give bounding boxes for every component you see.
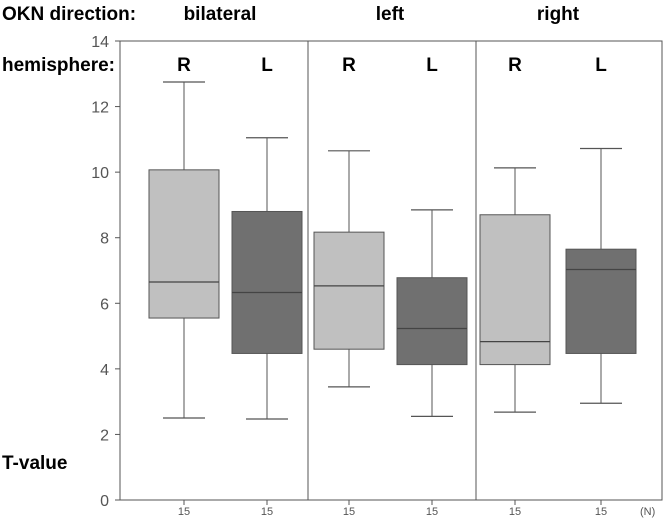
y-tick-label: 10 — [91, 165, 109, 182]
plot-frame — [119, 40, 663, 501]
box-right-R — [479, 167, 551, 413]
iqr-box — [565, 248, 637, 354]
n-count-label: 15 — [426, 506, 438, 518]
n-count-label: 15 — [595, 506, 607, 518]
hemisphere-label-R: R — [342, 55, 356, 76]
n-axis-label: (N) — [640, 506, 655, 518]
n-count-label: 15 — [178, 506, 190, 518]
direction-label-bilateral: bilateral — [184, 4, 257, 25]
iqr-box — [231, 210, 303, 354]
y-tick-label: 12 — [91, 100, 109, 117]
hemisphere-row-label: hemisphere: — [2, 55, 115, 76]
iqr-box — [479, 214, 551, 366]
box-right-L — [565, 147, 637, 404]
y-tick-label: 6 — [100, 296, 109, 313]
hemisphere-label-R: R — [508, 55, 522, 76]
direction-label-right: right — [537, 4, 580, 25]
y-tick-label: 4 — [100, 362, 109, 379]
n-count-label: 15 — [261, 506, 273, 518]
hemisphere-label-L: L — [426, 55, 438, 76]
y-axis-label: T-value — [2, 453, 67, 474]
hemisphere-label-L: L — [595, 55, 607, 76]
iqr-box — [148, 169, 220, 319]
y-tick-label: 14 — [91, 34, 109, 51]
box-left-L — [396, 209, 468, 417]
y-tick-label: 2 — [100, 427, 109, 444]
n-count-label: 15 — [343, 506, 355, 518]
box-bilateral-L — [231, 137, 303, 420]
iqr-box — [313, 231, 385, 350]
box-left-R — [313, 150, 385, 388]
okn-direction-row-label: OKN direction: — [2, 4, 136, 25]
hemisphere-label-R: R — [177, 55, 191, 76]
hemisphere-label-L: L — [261, 55, 273, 76]
n-count-label: 15 — [509, 506, 521, 518]
y-tick-label: 8 — [100, 231, 109, 248]
iqr-box — [396, 277, 468, 366]
box-bilateral-R — [148, 81, 220, 419]
direction-label-left: left — [376, 4, 405, 25]
y-tick-label: 0 — [100, 493, 109, 510]
